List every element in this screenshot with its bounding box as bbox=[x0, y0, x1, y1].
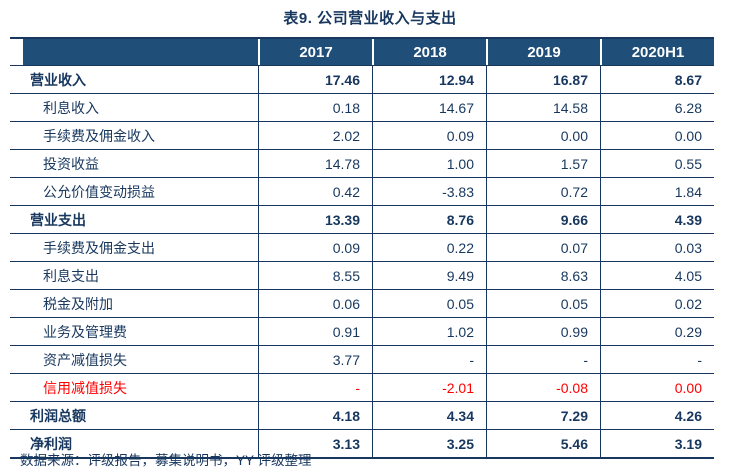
row-label: 净利润 bbox=[30, 435, 72, 452]
row-value: 0.99 bbox=[486, 318, 600, 345]
row-label: 投资收益 bbox=[43, 155, 99, 172]
row-value: 14.78 bbox=[258, 150, 372, 177]
row-label: 利润总额 bbox=[30, 407, 86, 424]
row-label: 税金及附加 bbox=[43, 295, 113, 312]
table-header-row: 2017 2018 2019 2020H1 bbox=[10, 39, 714, 65]
row-value: 1.57 bbox=[486, 150, 600, 177]
table-row: 税金及附加 0.06 0.05 0.05 0.02 bbox=[10, 289, 714, 317]
header-cell-year: 2020H1 bbox=[600, 39, 714, 65]
table-row: 利息支出 8.55 9.49 8.63 4.05 bbox=[10, 261, 714, 289]
row-value: 5.46 bbox=[486, 430, 600, 457]
row-label: 手续费及佣金支出 bbox=[43, 239, 155, 256]
row-value: 9.66 bbox=[486, 206, 600, 233]
table-row: 信用减值损失 - -2.01 -0.08 0.00 bbox=[10, 373, 714, 401]
table-row: 净利润 3.13 3.25 5.46 3.19 bbox=[10, 429, 714, 457]
row-value: 3.25 bbox=[372, 430, 486, 457]
row-value: 0.05 bbox=[372, 290, 486, 317]
row-value: - bbox=[258, 374, 372, 401]
row-value: 4.05 bbox=[600, 262, 714, 289]
data-source-note: 数据来源：评级报告，募集说明书，YY 评级整理 bbox=[20, 453, 312, 468]
row-value: 7.29 bbox=[486, 402, 600, 429]
row-value: 0.22 bbox=[372, 234, 486, 261]
header-cell-empty bbox=[10, 39, 258, 65]
row-value: 4.26 bbox=[600, 402, 714, 429]
table-row: 投资收益 14.78 1.00 1.57 0.55 bbox=[10, 149, 714, 177]
table-row: 利息收入 0.18 14.67 14.58 6.28 bbox=[10, 93, 714, 121]
row-value: 4.39 bbox=[600, 206, 714, 233]
table-row: 业务及管理费 0.91 1.02 0.99 0.29 bbox=[10, 317, 714, 345]
row-value: - bbox=[372, 346, 486, 373]
row-value: 0.18 bbox=[258, 94, 372, 121]
row-label: 业务及管理费 bbox=[43, 323, 127, 340]
row-value: 0.00 bbox=[486, 122, 600, 149]
table-row: 手续费及佣金支出 0.09 0.22 0.07 0.03 bbox=[10, 233, 714, 261]
row-label: 利息收入 bbox=[43, 99, 99, 116]
row-value: 8.76 bbox=[372, 206, 486, 233]
row-value: 0.05 bbox=[486, 290, 600, 317]
table-row: 资产减值损失 3.77- - - bbox=[10, 345, 714, 373]
row-value: 6.28 bbox=[600, 94, 714, 121]
row-value: 8.55 bbox=[258, 262, 372, 289]
table-row: 营业收入 17.46 12.94 16.87 8.67 bbox=[10, 65, 714, 93]
row-value: 14.67 bbox=[372, 94, 486, 121]
row-value: 4.34 bbox=[372, 402, 486, 429]
row-label: 营业支出 bbox=[30, 211, 86, 228]
row-label: 资产减值损失 bbox=[43, 351, 127, 368]
table-row: 手续费及佣金收入 2.02 0.09 0.00 0.00 bbox=[10, 121, 714, 149]
row-value: 8.63 bbox=[486, 262, 600, 289]
row-value: 17.46 bbox=[258, 66, 372, 93]
row-label: 信用减值损失 bbox=[43, 379, 127, 396]
row-label: 公允价值变动损益 bbox=[43, 183, 155, 200]
row-value: 3.19 bbox=[600, 430, 714, 457]
row-value: - bbox=[600, 346, 714, 373]
row-value: 0.91 bbox=[258, 318, 372, 345]
row-value: 16.87 bbox=[486, 66, 600, 93]
row-value: 9.49 bbox=[372, 262, 486, 289]
table-body: 营业收入 17.46 12.94 16.87 8.67 利息收入 0.18 14.67 14.5… bbox=[10, 65, 714, 457]
row-value: 0.06 bbox=[258, 290, 372, 317]
row-value: 12.94 bbox=[372, 66, 486, 93]
income-expense-table: 2017 2018 2019 2020H1 营业收入 17.46 12.94 16.8… bbox=[10, 37, 714, 459]
row-value: - bbox=[486, 346, 600, 373]
row-value: 0.00 bbox=[600, 122, 714, 149]
header-cell-year: 2017 bbox=[258, 39, 372, 65]
table-row: 公允价值变动损益 0.42 -3.83 0.72 1.84 bbox=[10, 177, 714, 205]
row-value: 8.67 bbox=[600, 66, 714, 93]
row-label: 利息支出 bbox=[43, 267, 99, 284]
row-value: -2.01 bbox=[372, 374, 486, 401]
row-value: 14.58 bbox=[486, 94, 600, 121]
row-value: 2.02 bbox=[258, 122, 372, 149]
row-value: 1.84 bbox=[600, 178, 714, 205]
row-value: -3.83 bbox=[372, 178, 486, 205]
row-value: 1.02 bbox=[372, 318, 486, 345]
table-title: 表9. 公司营业收入与支出 bbox=[283, 10, 457, 27]
row-value: 3.13 bbox=[258, 430, 372, 457]
row-value: 0.29 bbox=[600, 318, 714, 345]
header-cell-year: 2018 bbox=[372, 39, 486, 65]
table-row: 营业支出 13.39 8.76 9.66 4.39 bbox=[10, 205, 714, 233]
row-value: 0.02 bbox=[600, 290, 714, 317]
row-value: 0.55 bbox=[600, 150, 714, 177]
row-value: 0.00 bbox=[600, 374, 714, 401]
row-value: 13.39 bbox=[258, 206, 372, 233]
row-value: 4.18 bbox=[258, 402, 372, 429]
row-value: 0.07 bbox=[486, 234, 600, 261]
row-value: 3.77 bbox=[258, 346, 372, 373]
row-value: -0.08 bbox=[486, 374, 600, 401]
row-value: 0.42 bbox=[258, 178, 372, 205]
table-row: 利润总额 4.18 4.34 7.29 4.26 bbox=[10, 401, 714, 429]
row-value: 0.72 bbox=[486, 178, 600, 205]
row-value: 0.09 bbox=[258, 234, 372, 261]
header-cell-year: 2019 bbox=[486, 39, 600, 65]
row-label: 营业收入 bbox=[30, 71, 86, 88]
row-value: 1.00 bbox=[372, 150, 486, 177]
row-label: 手续费及佣金收入 bbox=[43, 127, 155, 144]
row-value: 0.09 bbox=[372, 122, 486, 149]
row-value: 0.03 bbox=[600, 234, 714, 261]
